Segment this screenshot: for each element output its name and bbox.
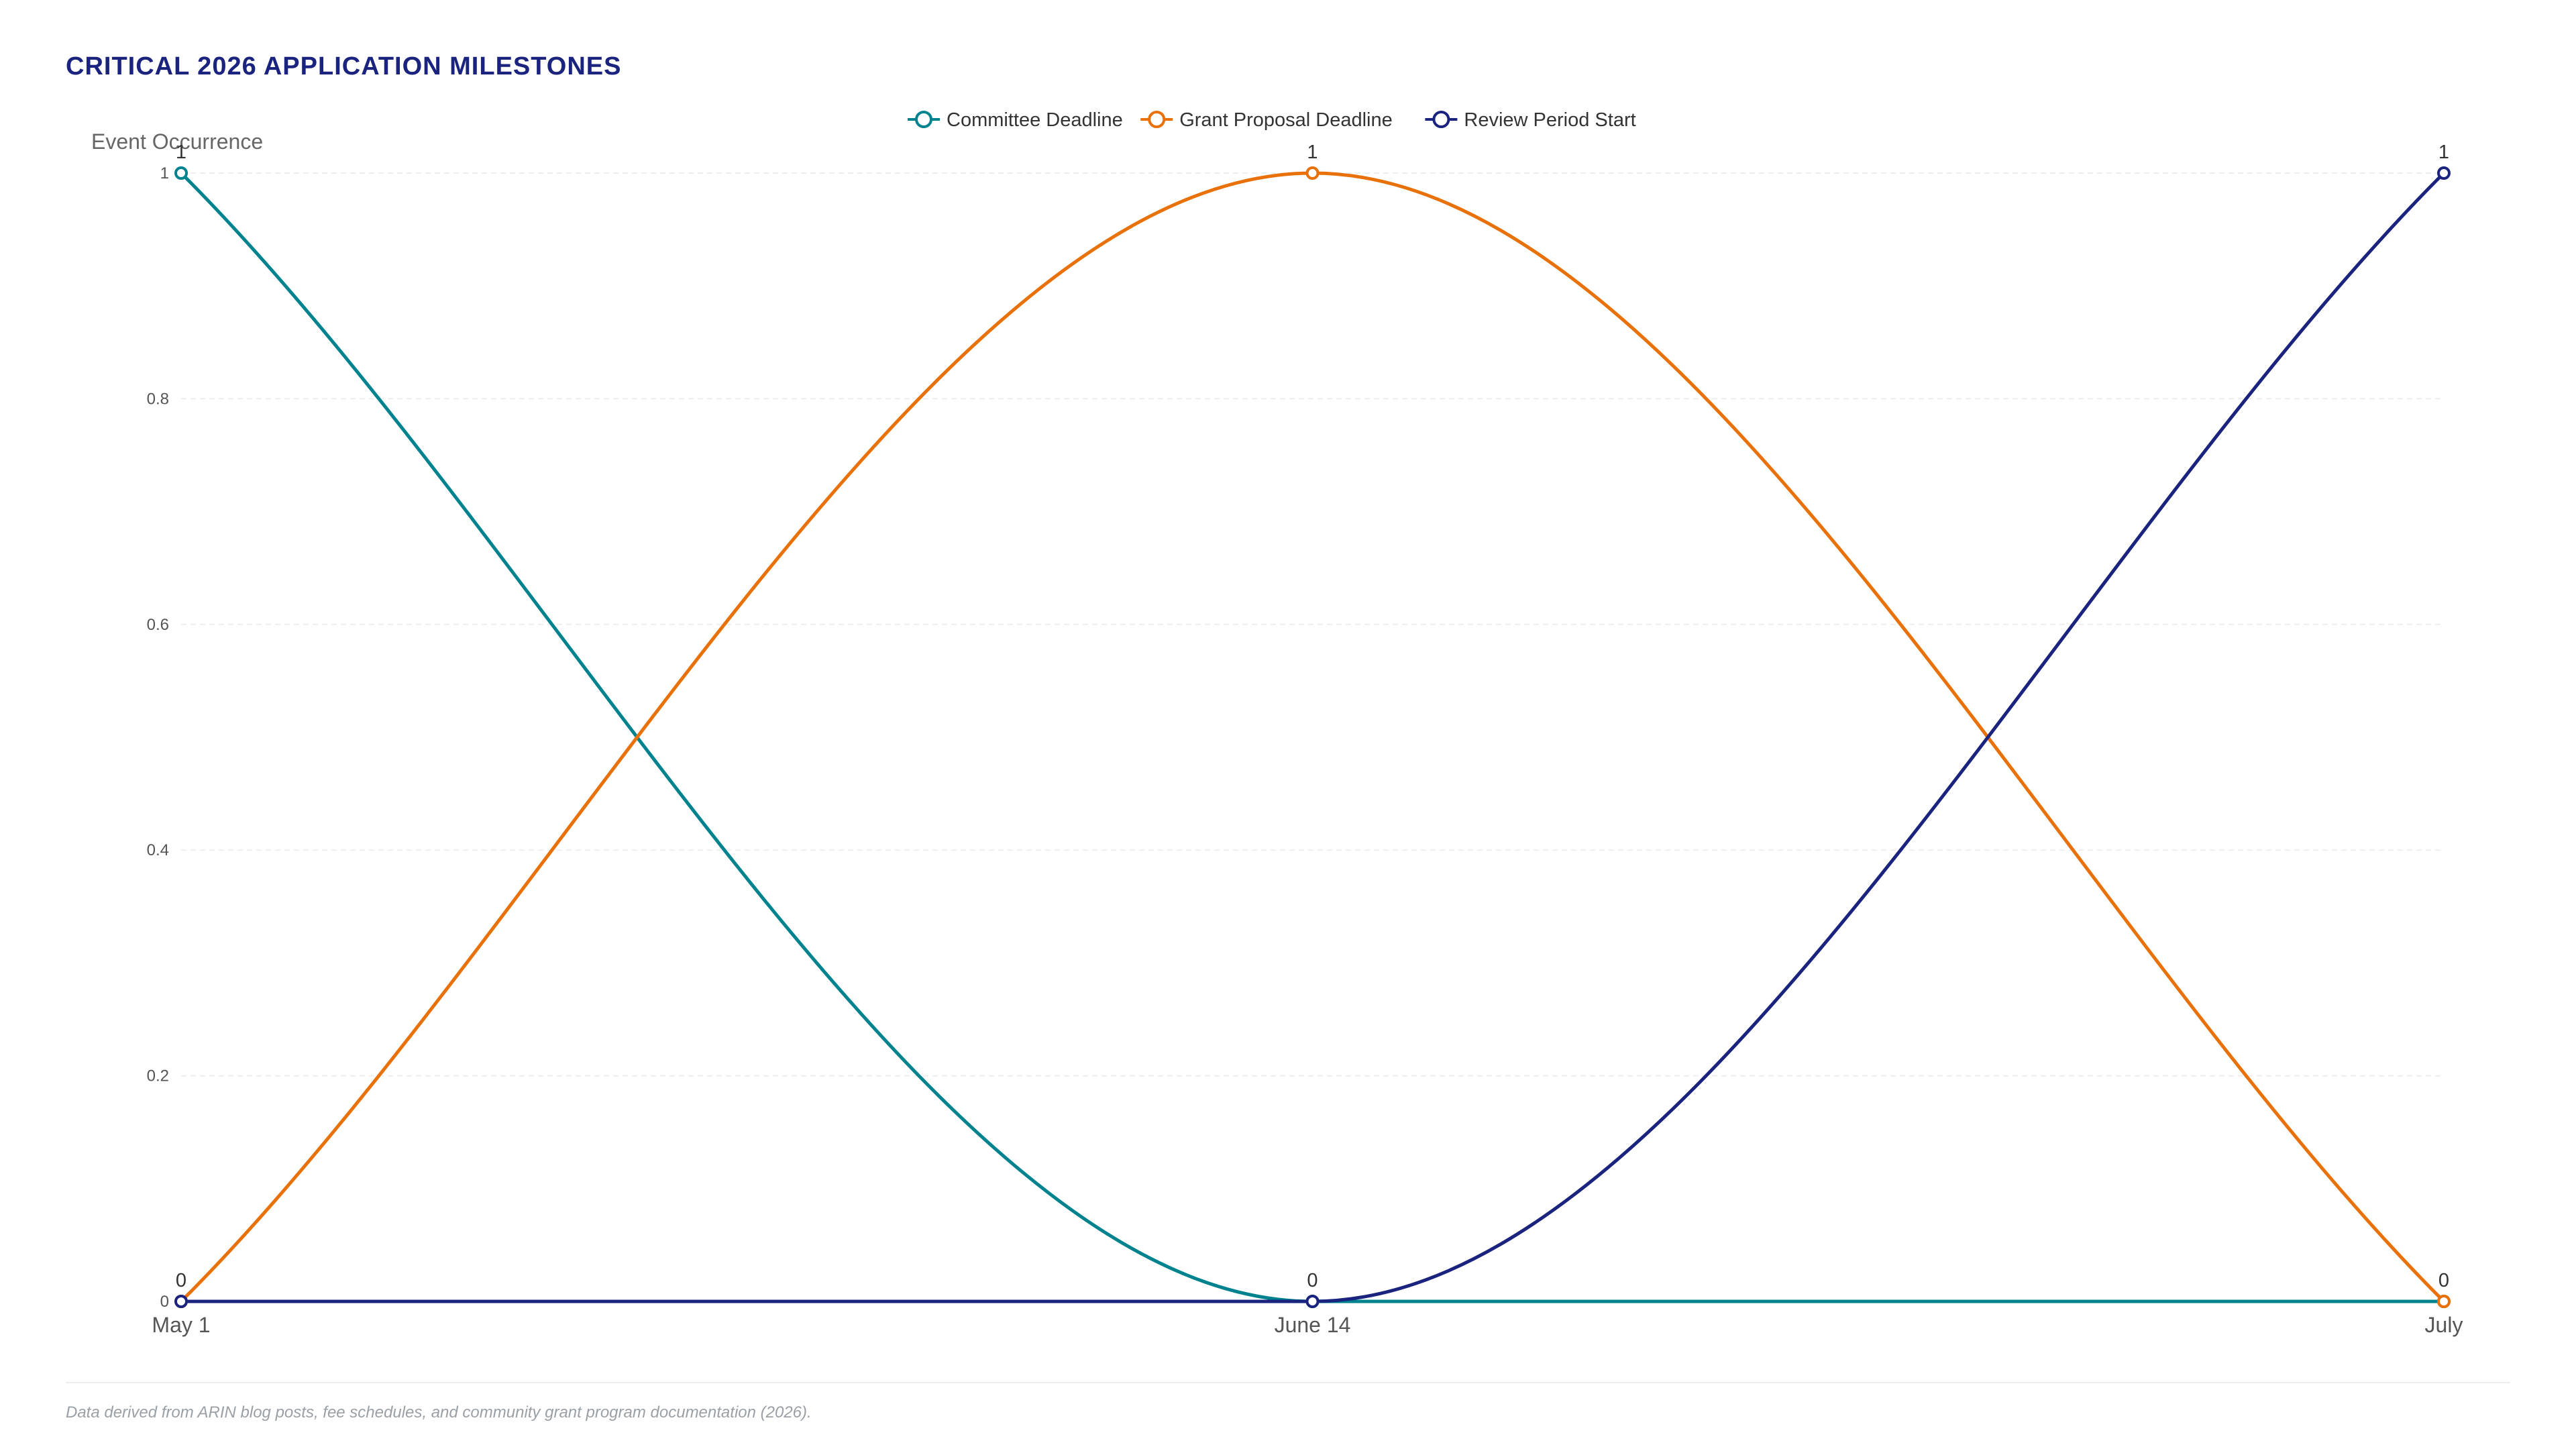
legend-swatch-marker: [1432, 111, 1450, 128]
legend-swatch-marker: [915, 111, 932, 128]
data-label: 0: [2438, 1270, 2449, 1291]
footer-divider: [66, 1382, 2510, 1383]
data-point: [1305, 166, 1320, 180]
x-tick-label: June 14: [1275, 1313, 1351, 1337]
data-label: 1: [1307, 142, 1318, 163]
data-point: [2437, 166, 2451, 180]
legend-label: Review Period Start: [1464, 109, 1635, 131]
y-tick-label: 0.8: [147, 390, 169, 408]
legend-label: Committee Deadline: [947, 109, 1123, 131]
data-labels: 1 0 0 0 1 1: [176, 142, 2449, 1291]
y-tick-label: 0.4: [147, 841, 169, 859]
x-tick-label: July: [2425, 1313, 2463, 1337]
data-point: [174, 166, 188, 180]
legend-item: Grant Proposal Deadline: [1140, 109, 1393, 131]
data-label: 1: [2438, 142, 2449, 163]
y-tick-label: 0.2: [147, 1067, 169, 1085]
data-point: [1305, 1295, 1320, 1308]
data-label: 1: [176, 142, 186, 163]
series-line-committee-deadline: [180, 172, 2444, 1303]
series-line-review-period-start: [181, 172, 2445, 1303]
legend-item: Committee Deadline: [908, 109, 1123, 131]
y-tick-label: 1: [160, 164, 169, 182]
data-point: [2437, 1295, 2451, 1308]
data-label: 0: [1307, 1270, 1318, 1291]
data-label: 0: [176, 1270, 186, 1291]
legend-item: Review Period Start: [1425, 109, 1636, 131]
legend-label: Grant Proposal Deadline: [1179, 109, 1393, 131]
legend-swatch-marker: [1148, 111, 1166, 128]
legend: Committee Deadline Grant Proposal Deadlin…: [908, 109, 1636, 131]
chart-title: CRITICAL 2026 APPLICATION MILESTONES: [66, 52, 622, 80]
y-tick-label: 0.6: [147, 616, 169, 634]
series-lines: [174, 166, 2451, 1308]
x-tick-label: May 1: [152, 1313, 210, 1337]
data-point: [174, 1295, 188, 1308]
grid-lines: [181, 172, 2444, 1077]
y-axis-label: Event Occurrence: [91, 129, 263, 154]
y-tick-label: 0: [160, 1293, 169, 1311]
source-footnote: Data derived from ARIN blog posts, fee s…: [66, 1403, 812, 1421]
series-line-grant-proposal-deadline: [180, 171, 2445, 1303]
